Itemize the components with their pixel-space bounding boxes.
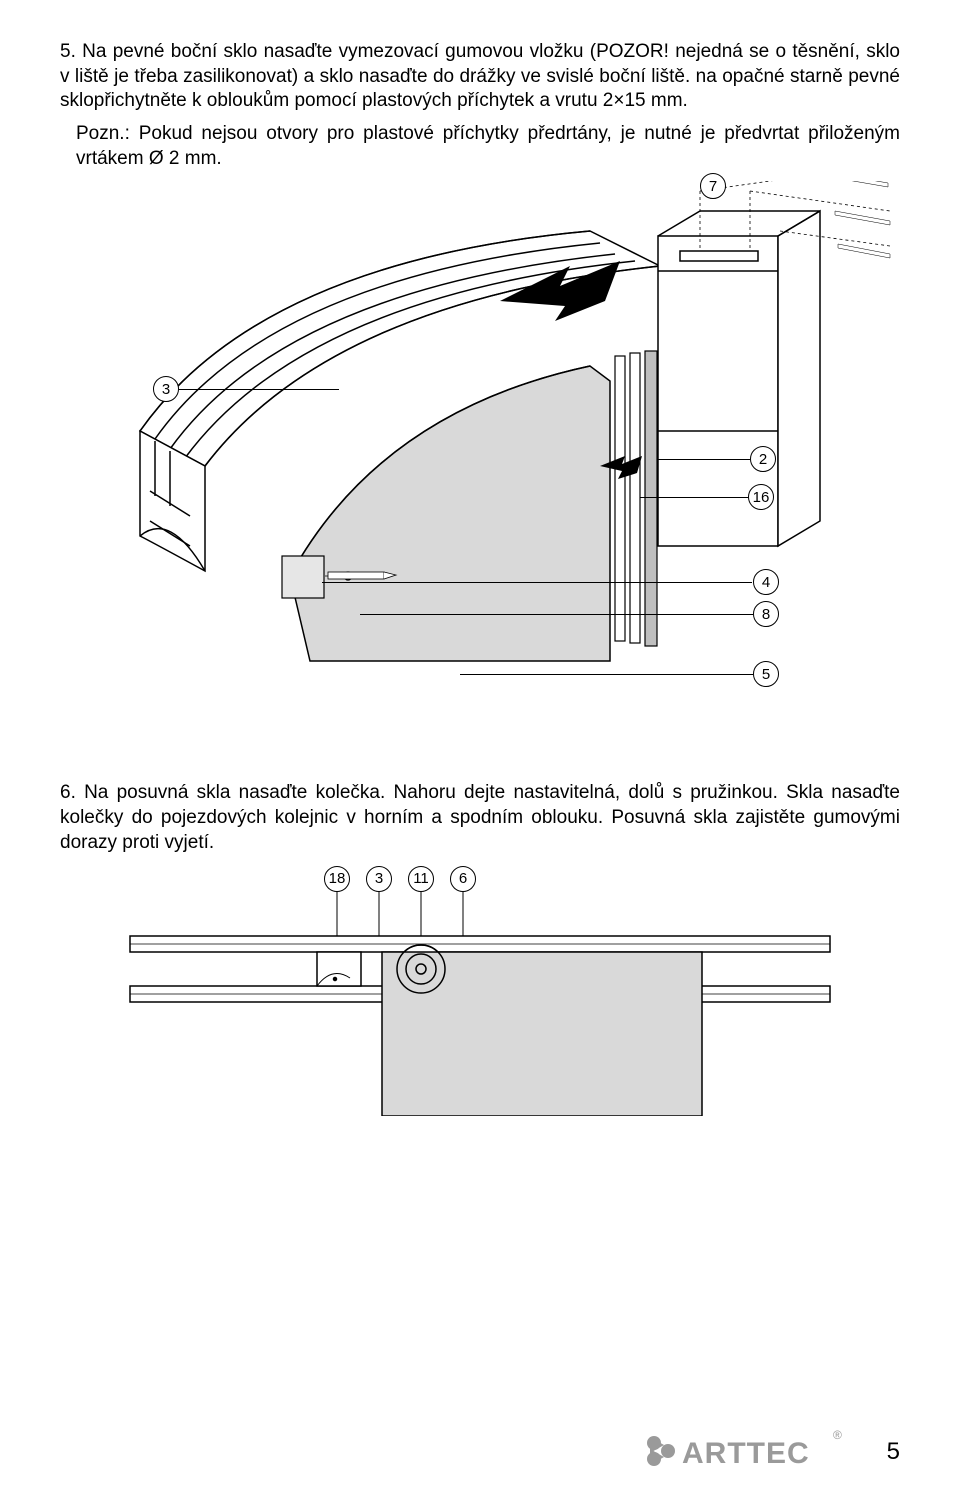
- logo-text: ARTTEC: [682, 1437, 810, 1470]
- diagram2-svg: [60, 866, 900, 1116]
- callout-d2-3: 3: [366, 866, 392, 892]
- diagram1-container: 7 3 2 16 4 8 5: [60, 181, 900, 761]
- page-number: 5: [887, 1438, 900, 1466]
- leader-5: [460, 674, 753, 675]
- step6-text: 6. Na posuvná skla nasaďte kolečka. Naho…: [60, 781, 900, 855]
- step5-text: 5. Na pevné boční sklo nasaďte vymezovac…: [60, 40, 900, 114]
- diagram2-container: 18 3 11 6: [60, 866, 900, 1116]
- footer-logo: ARTTEC ®: [640, 1427, 850, 1476]
- callout-11: 11: [408, 866, 434, 892]
- registered-icon: ®: [833, 1428, 842, 1442]
- leader-4: [322, 582, 752, 583]
- leader-2: [658, 459, 750, 460]
- arttec-logo-icon: ARTTEC ®: [640, 1427, 850, 1471]
- note5-text: Pozn.: Pokud nejsou otvory pro plastové …: [76, 122, 900, 171]
- leader-16: [640, 497, 748, 498]
- callout-18: 18: [324, 866, 350, 892]
- callout-d2-6: 6: [450, 866, 476, 892]
- leader-3: [179, 389, 339, 390]
- leader-8: [360, 614, 753, 615]
